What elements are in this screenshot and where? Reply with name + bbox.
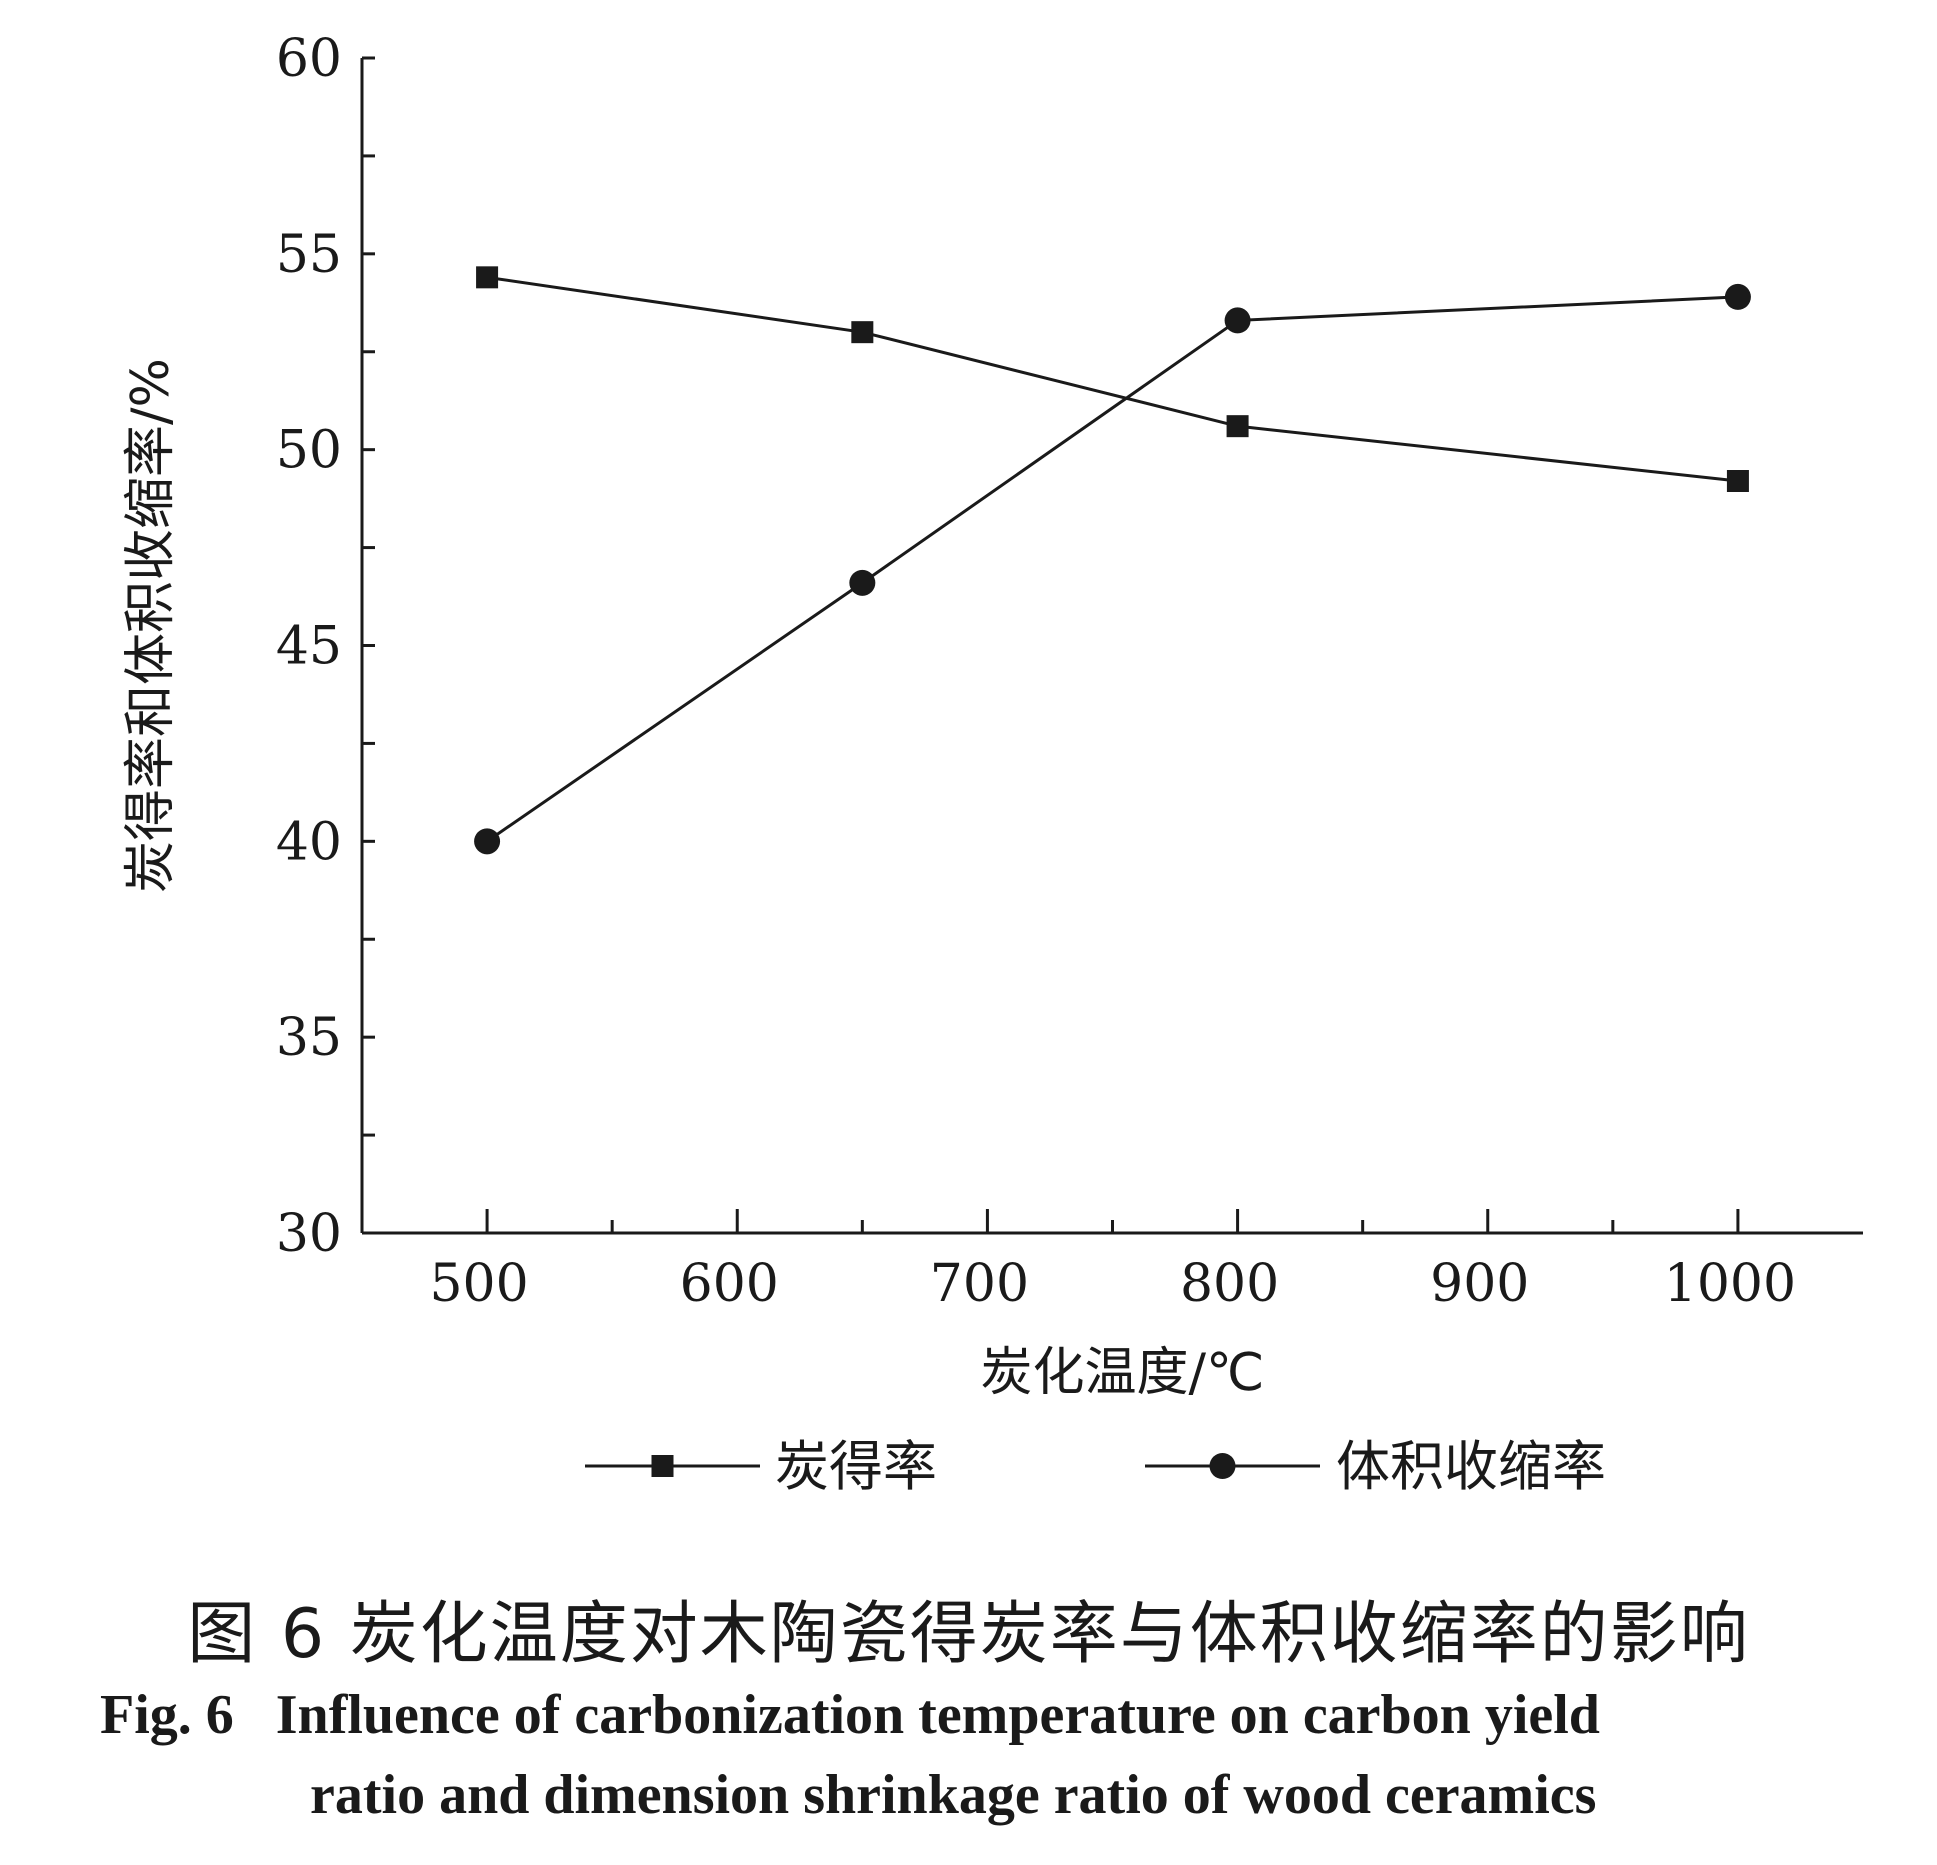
figure-caption-english-line-2: ratio and dimension shrinkage ratio of w…	[310, 1764, 1597, 1826]
y-tick-label: 50	[276, 421, 342, 481]
data-point-circle	[474, 828, 501, 855]
data-point-circle	[849, 569, 876, 596]
y-tick-label: 60	[276, 29, 342, 89]
figure-caption-chinese: 图 6 炭化温度对木陶瓷得炭率与体积收缩率的影响	[187, 1595, 1750, 1674]
legend-marker-square	[651, 1455, 674, 1477]
data-point-circle	[1724, 283, 1751, 310]
data-point-circle	[1224, 307, 1251, 334]
x-tick-label: 600	[680, 1254, 779, 1314]
x-tick-label: 800	[1180, 1254, 1279, 1314]
y-tick-label: 35	[276, 1008, 342, 1068]
figure-caption-english-line-1: Fig. 6 Influence of carbonization temper…	[100, 1684, 1600, 1746]
x-tick-label: 900	[1430, 1254, 1529, 1314]
y-axis-title: 炭得率和体积收缩率/%	[121, 358, 181, 893]
series-line	[486, 275, 1739, 483]
x-tick-label: 700	[930, 1254, 1029, 1314]
legend-label: 体积收缩率	[1336, 1435, 1606, 1498]
x-axis-title: 炭化温度/℃	[981, 1343, 1265, 1403]
series-2	[474, 283, 1751, 855]
data-point-square	[476, 266, 499, 289]
y-tick-label: 40	[276, 812, 342, 872]
legend-label: 炭得率	[775, 1435, 937, 1498]
y-tick-label: 45	[276, 617, 342, 677]
data-point-square	[1226, 415, 1249, 438]
legend-marker-circle	[1209, 1453, 1236, 1479]
y-tick-label: 30	[276, 1204, 342, 1264]
series-1	[476, 266, 1749, 492]
series-line	[486, 295, 1738, 843]
x-tick-label: 1000	[1664, 1254, 1796, 1314]
axes	[360, 58, 1863, 1235]
legend-item-2: 体积收缩率	[1145, 1435, 1606, 1498]
data-point-square	[1726, 470, 1749, 492]
y-tick-label: 55	[276, 225, 342, 285]
x-tick-label: 500	[429, 1254, 528, 1314]
data-point-square	[851, 321, 874, 344]
legend: 炭得率 体积收缩率	[585, 1435, 1606, 1498]
legend-item-1: 炭得率	[585, 1435, 937, 1498]
series-layer	[474, 266, 1751, 855]
ticks: 30 35 40 45 50 55 60 500 600 700 800 900 1000	[276, 29, 1796, 1314]
